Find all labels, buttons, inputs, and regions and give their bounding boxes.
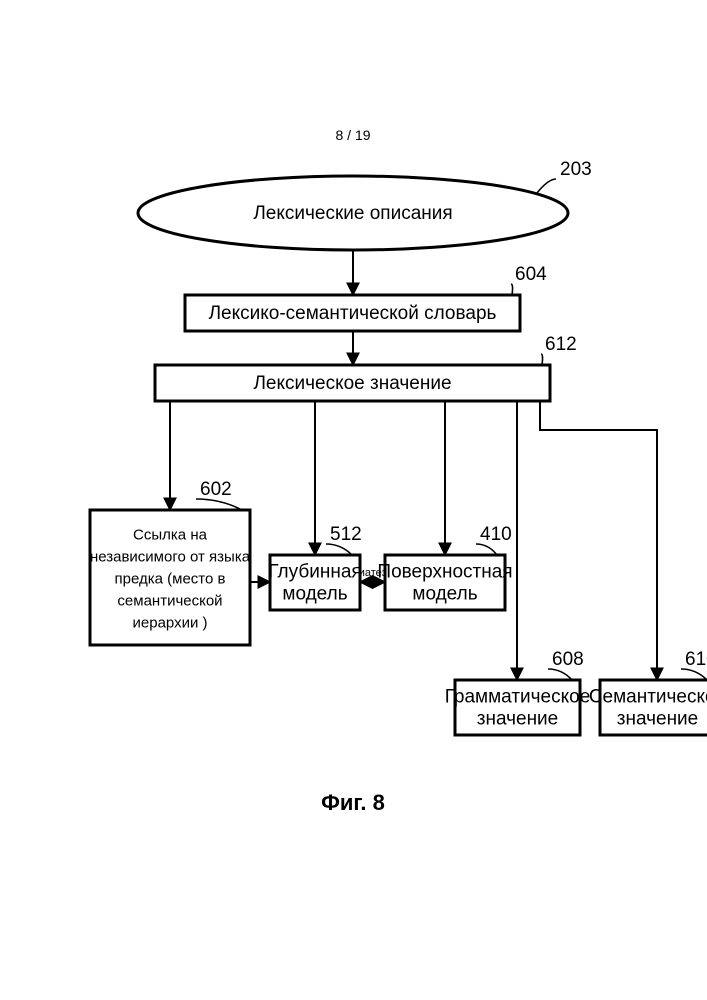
node-ref-n410: 410: [480, 524, 512, 545]
node-ref-n602: 602: [200, 479, 232, 500]
node-n612: Лексическое значение 612: [155, 334, 577, 401]
node-label-n203: Лексические описания: [253, 203, 452, 224]
figure-caption: Фиг. 8: [321, 790, 385, 815]
node-label-n612: Лексическое значение: [253, 373, 451, 394]
node-label-n604: Лексико-семантической словарь: [209, 303, 497, 324]
node-n203: Лексические описания 203: [138, 159, 592, 250]
node-ref-n610: 610: [685, 649, 707, 670]
edge-6: [540, 401, 657, 680]
node-ref-n512: 512: [330, 524, 362, 545]
page-number: 8 / 19: [335, 127, 370, 143]
node-n610: Семантическоезначение610: [589, 649, 707, 735]
node-ref-n203: 203: [560, 159, 592, 180]
node-ref-n608: 608: [552, 649, 584, 670]
nodes-layer: Лексические описания 203 Лексико-семантиче…: [90, 159, 707, 735]
diagram-canvas: 8 / 19 Диатеза Лексические описания203Ле…: [0, 0, 707, 1000]
node-ref-n612: 612: [545, 334, 577, 355]
page: { "page_header": "8 / 19", "caption": "Ф…: [0, 0, 707, 1000]
node-ref-n604: 604: [515, 264, 547, 285]
node-n604: Лексико-семантической словарь 604: [185, 264, 547, 331]
